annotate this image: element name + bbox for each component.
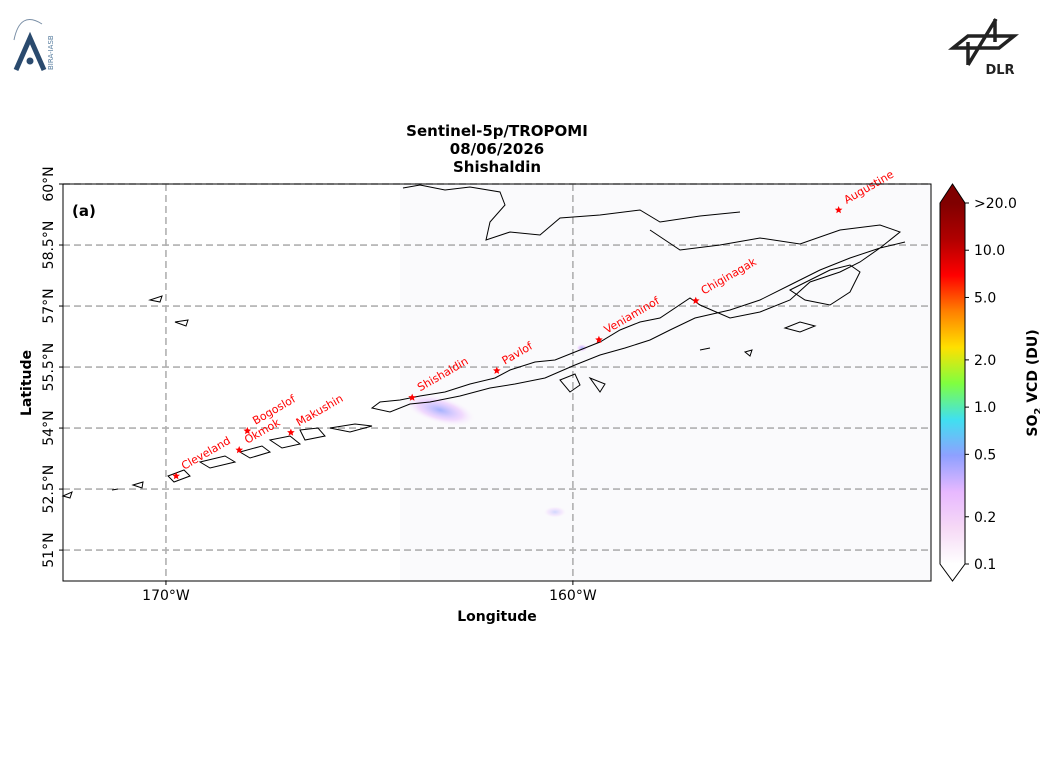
coastline bbox=[61, 423, 373, 499]
volcano-marker bbox=[243, 426, 252, 435]
dlr-logo: DLR bbox=[948, 18, 1019, 78]
logo-text: BIRA-IASB bbox=[47, 35, 55, 70]
colorbar-tick-label: 0.1 bbox=[974, 557, 996, 573]
colorbar-tick-label: 5.0 bbox=[974, 290, 996, 306]
colorbar-label-part: 2 bbox=[1033, 408, 1040, 415]
bira-logo: BIRA-IASB bbox=[13, 19, 55, 72]
colorbar-tick-label: 1.0 bbox=[974, 400, 996, 416]
title-line: Shishaldin bbox=[453, 158, 541, 176]
coastlines bbox=[61, 184, 906, 499]
colorbar-tick-label: >20.0 bbox=[974, 196, 1017, 212]
colorbar-scale bbox=[940, 203, 965, 564]
volcano-marker bbox=[287, 428, 295, 436]
y-tick-label: 55.5°N bbox=[41, 343, 57, 392]
volcano-marker bbox=[834, 206, 843, 214]
x-tick-label: 170°W bbox=[142, 588, 190, 604]
y-tick-label: 57°N bbox=[41, 288, 57, 323]
coastline bbox=[370, 184, 906, 413]
colorbar-tick-label: 0.5 bbox=[974, 447, 996, 463]
colorbar-label-part: VCD (DU) bbox=[1025, 329, 1040, 407]
y-tick-label: 60°N bbox=[41, 166, 57, 201]
so2-plume bbox=[543, 506, 567, 518]
volcano-marker bbox=[493, 366, 501, 374]
y-tick-label: 54°N bbox=[41, 410, 57, 445]
y-axis-label: Latitude bbox=[19, 350, 35, 416]
map-frame bbox=[62, 183, 932, 582]
colorbar-extend bbox=[940, 184, 965, 203]
volcano-marker bbox=[408, 393, 416, 401]
map bbox=[63, 184, 931, 581]
logo-text: DLR bbox=[985, 63, 1014, 78]
so2-plume bbox=[403, 393, 477, 427]
colorbar-extend bbox=[940, 564, 965, 581]
coastline bbox=[783, 321, 817, 333]
colorbar-label: SO2 VCD (DU) bbox=[1025, 329, 1040, 436]
volcano-marker bbox=[595, 335, 603, 343]
title-line: Sentinel-5p/TROPOMI bbox=[406, 122, 588, 140]
volcano-marker bbox=[692, 296, 700, 304]
panel-label: (a) bbox=[72, 202, 96, 220]
y-tick-label: 58.5°N bbox=[41, 221, 57, 270]
colorbar-tick-label: 10.0 bbox=[974, 243, 1005, 259]
x-tick-label: 160°W bbox=[549, 588, 597, 604]
coastline bbox=[789, 264, 861, 306]
swath bbox=[400, 184, 931, 581]
title-line: 08/06/2026 bbox=[450, 140, 544, 158]
coastline bbox=[148, 295, 753, 393]
colorbar-tick-label: 0.2 bbox=[974, 510, 996, 526]
colorbar-label-part: SO bbox=[1025, 415, 1040, 437]
volcano-marker bbox=[172, 472, 180, 480]
volcano-marker bbox=[235, 446, 243, 454]
colorbar-tick-label: 2.0 bbox=[974, 353, 996, 369]
y-tick-label: 51°N bbox=[41, 532, 57, 567]
colorbar: 0.1 0.2 0.5 1.0 2.0 5.0 10.0 >20.0 SO2 VCD (DU) bbox=[939, 183, 1040, 582]
y-tick-label: 52.5°N bbox=[41, 465, 57, 514]
x-axis-label: Longitude bbox=[457, 609, 537, 625]
